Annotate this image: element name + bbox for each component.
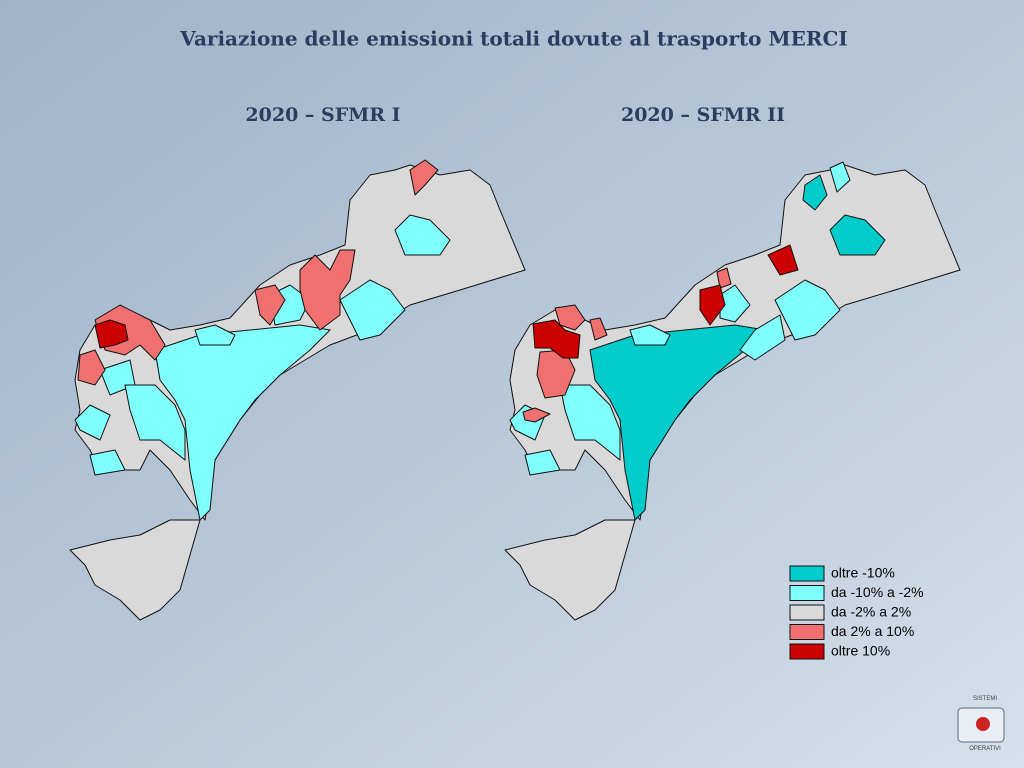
slide-title: Variazione delle emissioni totali dovute…	[179, 27, 847, 51]
legend-swatch	[789, 585, 825, 601]
legend-label: oltre -10%	[831, 565, 895, 581]
map-right	[504, 161, 961, 621]
logo-text: SISTEMI	[973, 696, 997, 702]
legend-swatch	[789, 624, 825, 640]
map-title: 2020 – SFMR I	[245, 104, 400, 126]
legend-label: da -10% a -2%	[831, 584, 924, 600]
map-title: 2020 – SFMR II	[621, 104, 785, 126]
legend: oltre -10% da -10% a -2% da -2% a 2% da 2% …	[789, 565, 924, 660]
legend-label: da -2% a 2%	[831, 604, 911, 620]
legend-swatch	[789, 565, 825, 582]
legend-swatch	[789, 604, 825, 621]
legend-label: oltre 10%	[831, 643, 890, 659]
logo-dot	[976, 717, 990, 731]
logo-text: OPERATIVI	[969, 746, 1001, 752]
map-left	[69, 159, 526, 621]
legend-label: da 2% a 10%	[831, 623, 914, 639]
legend-swatch	[789, 643, 825, 660]
